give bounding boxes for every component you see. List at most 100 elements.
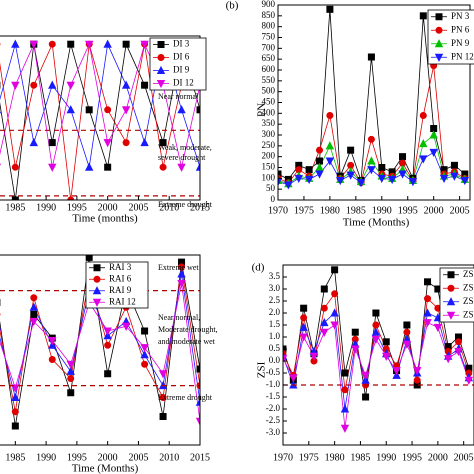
x-tick-label: 1990 bbox=[376, 452, 396, 463]
marker bbox=[289, 374, 298, 383]
marker bbox=[435, 26, 443, 34]
x-tick-label: 1995 bbox=[67, 202, 87, 213]
marker bbox=[140, 137, 149, 147]
series-line bbox=[0, 257, 200, 427]
x-axis-title: Time (Months) bbox=[72, 463, 139, 474]
marker bbox=[402, 340, 412, 349]
marker bbox=[30, 294, 38, 302]
marker bbox=[0, 111, 2, 114]
y-tick-label: 850 bbox=[262, 10, 276, 20]
annotation: Extreme drought bbox=[158, 393, 213, 402]
marker bbox=[446, 311, 456, 320]
marker bbox=[362, 393, 370, 401]
marker bbox=[29, 318, 38, 327]
marker bbox=[408, 178, 418, 187]
marker bbox=[450, 172, 459, 181]
marker bbox=[195, 397, 200, 406]
marker bbox=[330, 308, 339, 317]
plot-area bbox=[278, 5, 470, 190]
marker bbox=[320, 285, 328, 293]
marker bbox=[159, 412, 167, 420]
marker bbox=[48, 355, 56, 363]
marker bbox=[156, 65, 166, 74]
marker bbox=[371, 335, 381, 345]
legend-label: PN 9 bbox=[451, 38, 470, 48]
marker bbox=[331, 266, 339, 274]
marker bbox=[92, 286, 102, 295]
x-tick-label: 1995 bbox=[398, 205, 418, 216]
marker bbox=[446, 297, 456, 306]
marker bbox=[367, 166, 376, 175]
legend-label: PN 6 bbox=[451, 24, 470, 34]
legend-label: RAI 12 bbox=[109, 296, 136, 306]
legend-label: PN 12 bbox=[451, 51, 474, 61]
legend: ZSI 3 ZSI 6 ZSI 9 ZSI 12 bbox=[439, 267, 474, 323]
x-axis-title: Time (Months) bbox=[343, 217, 410, 229]
x-tick-label: 2000 bbox=[428, 452, 448, 463]
marker bbox=[294, 174, 303, 183]
panel: 1985 1990 1995 2000 2005 2010 2015 Time (months… bbox=[0, 35, 213, 225]
marker bbox=[0, 329, 2, 332]
marker bbox=[11, 384, 20, 393]
x-tick-label: 2005 bbox=[454, 452, 474, 463]
marker bbox=[341, 369, 349, 377]
y-tick-label: 2.0 bbox=[269, 307, 281, 317]
marker bbox=[315, 170, 324, 179]
marker bbox=[159, 139, 167, 147]
marker bbox=[367, 53, 375, 61]
marker bbox=[157, 40, 165, 48]
marker bbox=[103, 39, 112, 48]
x-tick-label: 1995 bbox=[67, 452, 87, 463]
marker bbox=[419, 139, 428, 148]
marker bbox=[347, 146, 355, 154]
marker bbox=[447, 284, 455, 292]
y-tick-label: -1.5 bbox=[266, 391, 281, 401]
y-tick-label: 3.0 bbox=[269, 283, 281, 293]
marker bbox=[340, 424, 350, 433]
marker bbox=[66, 360, 75, 369]
annotation: Near normal, bbox=[158, 313, 200, 322]
marker bbox=[66, 366, 75, 375]
legend: DI 3 DI 6 DI 9 DI 12 bbox=[149, 37, 207, 91]
legend-label: RAI 3 bbox=[109, 262, 132, 272]
marker bbox=[300, 314, 308, 322]
x-tick-label: 2015 bbox=[190, 202, 210, 213]
marker bbox=[140, 350, 149, 359]
panel: 1985 1990 1995 2000 2005 2010 2015 Time (Months… bbox=[0, 254, 218, 474]
marker bbox=[11, 392, 20, 401]
legend-label: ZSI 12 bbox=[463, 309, 474, 319]
marker bbox=[85, 106, 93, 114]
annotation: Moderate drought, bbox=[158, 325, 218, 334]
x-tick-label: 2005 bbox=[128, 452, 148, 463]
marker bbox=[330, 321, 339, 330]
marker bbox=[103, 327, 112, 336]
marker bbox=[424, 278, 432, 286]
marker bbox=[320, 317, 329, 327]
marker bbox=[377, 174, 386, 183]
y-tick-label: 100 bbox=[262, 172, 276, 182]
marker bbox=[30, 310, 38, 318]
x-tick-label: 2000 bbox=[98, 202, 118, 213]
y-tick-label: 150 bbox=[262, 162, 276, 172]
marker bbox=[195, 417, 200, 426]
marker bbox=[177, 163, 186, 172]
legend: PN 3 PN 6 PN 9 PN 12 bbox=[427, 9, 474, 65]
x-tick-label: 1980 bbox=[325, 452, 345, 463]
y-tick-label: 0.0 bbox=[269, 355, 281, 365]
marker bbox=[177, 280, 186, 289]
y-tick-label: 500 bbox=[262, 86, 276, 96]
marker bbox=[85, 40, 94, 49]
marker bbox=[141, 327, 149, 335]
marker bbox=[382, 352, 391, 361]
legend-label: PN 3 bbox=[451, 11, 470, 21]
legend-label: DI 9 bbox=[173, 65, 190, 75]
series-line bbox=[0, 283, 200, 422]
y-tick-label: -2.0 bbox=[266, 403, 281, 413]
marker bbox=[429, 148, 438, 157]
x-tick-label: 1985 bbox=[350, 452, 370, 463]
legend-label: DI 6 bbox=[173, 52, 190, 62]
marker bbox=[299, 333, 308, 342]
legend-label: ZSI 3 bbox=[463, 269, 474, 279]
marker bbox=[392, 367, 401, 376]
x-tick-label: 1990 bbox=[36, 202, 56, 213]
